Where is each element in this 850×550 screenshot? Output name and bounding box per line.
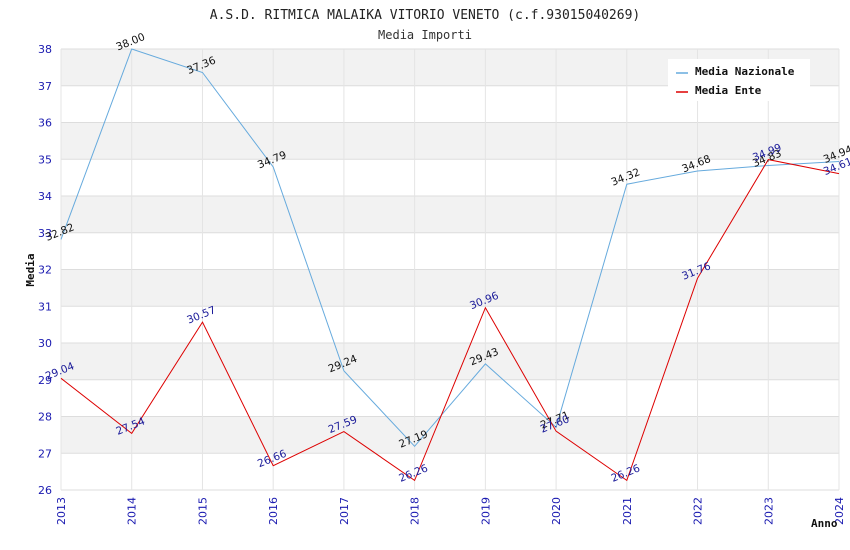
y-tick-label: 27 bbox=[38, 447, 52, 460]
chart-title: A.S.D. RITMICA MALAIKA VITORIO VENETO (c… bbox=[210, 8, 640, 23]
plot-band bbox=[61, 343, 839, 380]
plot-band bbox=[61, 159, 839, 196]
series-line-0 bbox=[60, 48, 840, 448]
x-tick-label: 2016 bbox=[267, 497, 280, 525]
x-tick-label: 2013 bbox=[55, 497, 68, 525]
plot-band bbox=[61, 453, 839, 490]
y-tick-label: 26 bbox=[38, 484, 52, 497]
plot-band bbox=[61, 306, 839, 343]
y-tick-label: 31 bbox=[38, 300, 52, 313]
plot-band bbox=[61, 379, 839, 417]
chart-subtitle: Media Importi bbox=[378, 28, 472, 42]
plot-band bbox=[61, 196, 839, 233]
plot-band bbox=[61, 416, 839, 454]
y-tick-label: 33 bbox=[38, 227, 52, 240]
x-axis-ticks: 2013 2014 2015 2016 2017 2018 2019 2020 2021 2022… bbox=[55, 497, 846, 525]
y-tick-label: 36 bbox=[38, 117, 52, 130]
y-tick-label: 32 bbox=[38, 264, 52, 277]
x-tick-label: 2014 bbox=[126, 497, 139, 525]
gridlines bbox=[60, 48, 840, 491]
x-tick-label: 2017 bbox=[338, 497, 351, 525]
y-tick-label: 37 bbox=[38, 80, 52, 93]
x-tick-label: 2019 bbox=[479, 497, 492, 525]
plot-band bbox=[61, 269, 839, 307]
y-tick-label: 30 bbox=[38, 337, 52, 350]
legend: Media Nazionale Media Ente bbox=[668, 59, 810, 101]
y-tick-label: 34 bbox=[38, 190, 52, 203]
x-tick-label: 2015 bbox=[196, 497, 209, 525]
legend-label-media-ente: Media Ente bbox=[695, 84, 762, 97]
series-lines bbox=[60, 48, 840, 482]
plot-bands bbox=[61, 49, 839, 490]
x-tick-label: 2018 bbox=[409, 497, 422, 525]
legend-label-media-nazionale: Media Nazionale bbox=[695, 65, 795, 78]
plot-band bbox=[61, 122, 839, 160]
y-axis-ticks: 26 27 28 29 30 31 32 33 34 35 36 37 38 bbox=[38, 43, 52, 497]
plot-band bbox=[61, 232, 839, 270]
y-axis-label: Media bbox=[24, 253, 37, 286]
series-line-1 bbox=[60, 159, 840, 482]
x-tick-label: 2020 bbox=[550, 497, 563, 525]
y-tick-label: 38 bbox=[38, 43, 52, 56]
legend-box bbox=[668, 59, 810, 101]
x-tick-label: 2022 bbox=[692, 497, 705, 525]
x-axis-label: Anno bbox=[811, 517, 838, 530]
y-tick-label: 35 bbox=[38, 153, 52, 166]
x-tick-label: 2023 bbox=[762, 497, 775, 525]
x-tick-label: 2021 bbox=[621, 497, 634, 525]
y-tick-label: 29 bbox=[38, 374, 52, 387]
y-tick-label: 28 bbox=[38, 411, 52, 424]
x-tick-label: 2024 bbox=[833, 497, 846, 525]
